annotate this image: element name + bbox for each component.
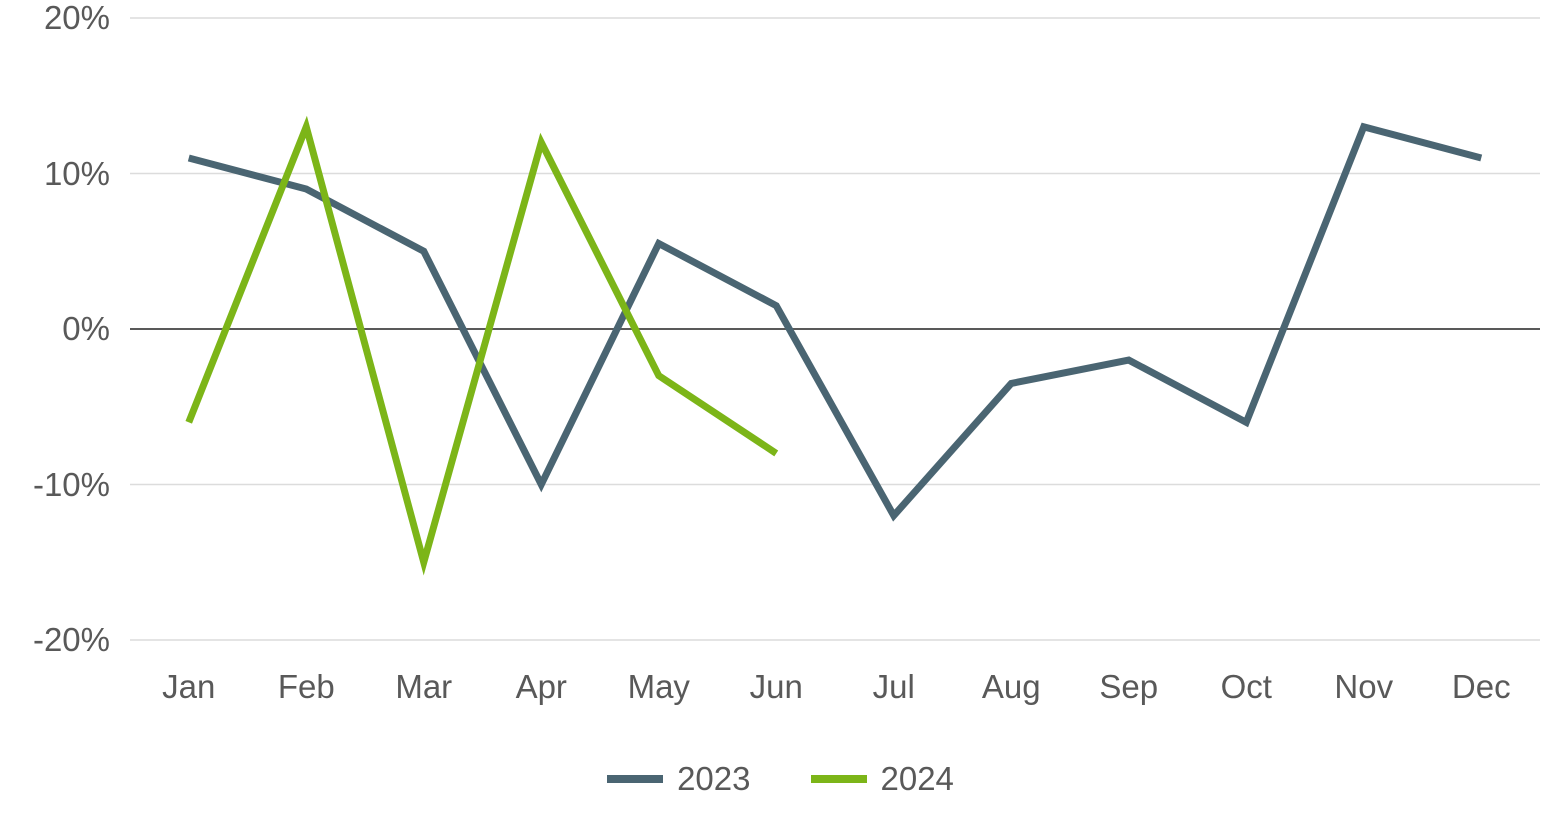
- legend-swatch-icon: [811, 775, 867, 783]
- x-tick-label: Dec: [1452, 668, 1511, 706]
- legend-swatch-icon: [607, 775, 663, 783]
- x-tick-label: Oct: [1221, 668, 1272, 706]
- x-tick-label: May: [628, 668, 690, 706]
- x-tick-label: Jun: [750, 668, 803, 706]
- y-tick-label: 20%: [0, 0, 110, 37]
- series-line-2023: [189, 127, 1482, 516]
- y-tick-label: -20%: [0, 621, 110, 659]
- legend-label: 2023: [677, 760, 750, 798]
- y-tick-label: 0%: [0, 310, 110, 348]
- x-tick-label: Mar: [395, 668, 452, 706]
- legend: 2023 2024: [0, 760, 1561, 798]
- x-tick-label: Nov: [1334, 668, 1393, 706]
- legend-item-2023: 2023: [607, 760, 750, 798]
- x-tick-label: Aug: [982, 668, 1041, 706]
- x-tick-label: Apr: [516, 668, 567, 706]
- legend-item-2024: 2024: [811, 760, 954, 798]
- x-tick-label: Sep: [1099, 668, 1158, 706]
- y-tick-label: 10%: [0, 155, 110, 193]
- legend-label: 2024: [881, 760, 954, 798]
- x-tick-label: Feb: [278, 668, 335, 706]
- x-tick-label: Jan: [162, 668, 215, 706]
- x-tick-label: Jul: [873, 668, 915, 706]
- y-tick-label: -10%: [0, 466, 110, 504]
- line-chart: -20% -10% 0% 10% 20% Jan Feb Mar Apr May Jun Jul Au…: [0, 0, 1561, 817]
- series-line-2024: [189, 127, 777, 562]
